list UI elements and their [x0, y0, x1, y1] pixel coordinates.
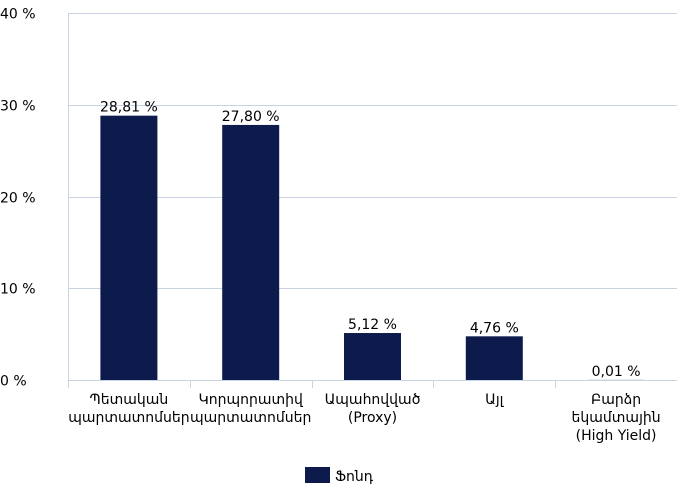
y-tick-label: 30 %: [0, 99, 36, 115]
x-tick-label: պարտատոմսեր: [190, 410, 311, 426]
x-tick-label: Կորպորատիվ: [198, 392, 304, 408]
x-tick-label: Պետական: [90, 392, 169, 408]
data-labels: 28,81 % 27,80 % 5,12 % 4,76 % 0,01 %: [100, 100, 641, 380]
x-tick-label: Ապահովված: [325, 392, 421, 408]
legend-label: Ֆոնդ: [335, 469, 374, 485]
x-tick-label: Այլ: [485, 392, 505, 408]
bar: [100, 115, 158, 381]
x-tick-label: պարտատոմսեր: [68, 410, 189, 426]
y-tick-label: 0 %: [0, 374, 27, 390]
x-axis: Պետական պարտատոմսեր Կորպորատիվ պարտատոմսեր Ա…: [68, 380, 677, 444]
x-tick-label: եկամտային: [572, 410, 661, 426]
legend-swatch: [305, 467, 330, 483]
bar: [344, 333, 401, 380]
data-label: 28,81 %: [100, 100, 158, 116]
bar: [465, 336, 523, 380]
bars: [100, 115, 645, 381]
data-label: 27,80 %: [222, 109, 280, 125]
y-axis: 0 % 10 % 20 % 30 % 40 %: [0, 7, 69, 390]
gridlines: [68, 13, 677, 289]
x-tick-label: Բարձր: [591, 392, 641, 408]
y-tick-label: 40 %: [0, 7, 36, 23]
bar: [222, 124, 280, 380]
data-label: 0,01 %: [592, 364, 641, 380]
legend: Ֆոնդ: [305, 467, 374, 485]
x-tick-label: (High Yield): [576, 428, 657, 444]
data-label: 4,76 %: [470, 320, 519, 336]
x-tick-label: (Proxy): [348, 410, 397, 426]
data-label: 5,12 %: [348, 317, 397, 333]
y-tick-label: 20 %: [0, 191, 36, 207]
y-tick-label: 10 %: [0, 282, 36, 298]
